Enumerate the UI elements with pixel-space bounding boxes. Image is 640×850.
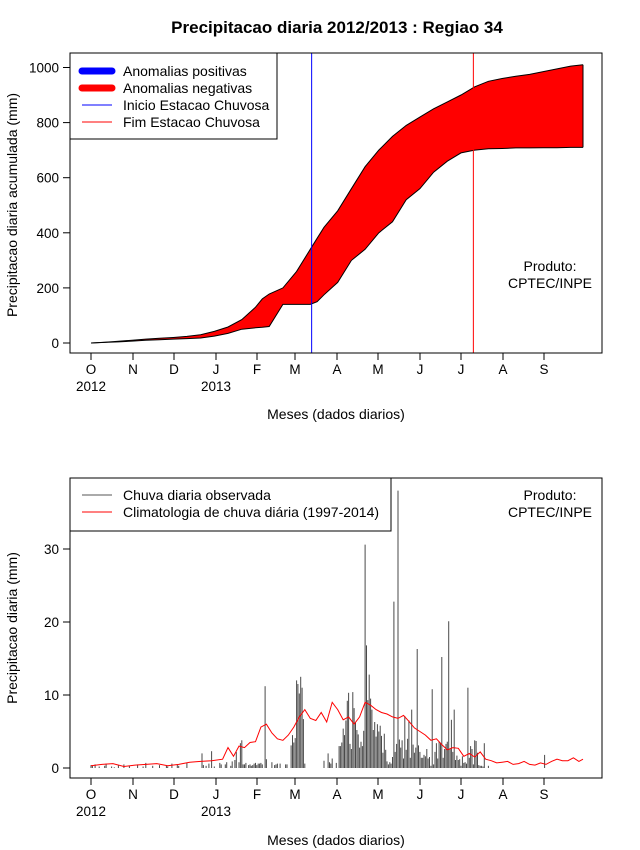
bottom-product-source: CPTEC/INPE	[508, 504, 592, 520]
y-tick-label-1000: 1000	[29, 61, 59, 76]
x-tick-label-5: M	[289, 787, 300, 802]
x-tick-label-8: J	[417, 362, 424, 377]
bottom-x-axis-label: Meses (dados diarios)	[267, 832, 405, 848]
bottom-x-axis: O N D J F M A M J J A S 2012 2013	[76, 777, 549, 819]
x-tick-label-4: F	[253, 362, 261, 377]
x-tick-label-3: J	[213, 362, 220, 377]
x-year-label-2012: 2012	[76, 379, 106, 394]
bottom-product-label: Produto:	[524, 487, 577, 503]
legend-label-fim-estacao: Fim Estacao Chuvosa	[123, 114, 260, 130]
anomalia-negativa-area	[91, 64, 583, 343]
top-x-axis: O N D J F M A M J J A S 2012 2013	[76, 352, 549, 394]
top-y-axis: 0 200 400 600 800 1000	[29, 61, 71, 351]
x-year-label-2013: 2013	[201, 379, 231, 394]
y-tick-label-30: 30	[44, 542, 59, 557]
top-chart: Precipitacao diaria 2012/2013 : Regiao 3…	[4, 18, 603, 422]
y-tick-label-0: 0	[51, 336, 59, 351]
bottom-y-axis-label: Precipitacao diaria (mm)	[4, 552, 20, 704]
legend-label-inicio-estacao: Inicio Estacao Chuvosa	[123, 97, 270, 113]
x-tick-label-0: O	[86, 362, 97, 377]
y-tick-label-200: 200	[36, 281, 59, 296]
x-tick-label-10: A	[498, 787, 507, 802]
top-x-axis-label: Meses (dados diarios)	[267, 406, 405, 422]
x-tick-label-10: A	[498, 362, 507, 377]
top-legend: Anomalias positivas Anomalias negativas …	[69, 52, 278, 140]
chart-title: Precipitacao diaria 2012/2013 : Regiao 3…	[171, 18, 503, 37]
x-tick-label-6: A	[332, 362, 341, 377]
y-tick-label-10: 10	[44, 688, 59, 703]
bottom-legend: Chuva diaria observada Climatologia de c…	[69, 477, 392, 532]
x-year-label-2012: 2012	[76, 804, 106, 819]
legend-label-anomalias-negativas: Anomalias negativas	[123, 80, 252, 96]
x-tick-label-9: J	[458, 362, 465, 377]
climatologia-diaria-line	[90, 701, 584, 768]
legend-label-climatologia: Climatologia de chuva diária (1997-2014)	[123, 504, 379, 520]
x-tick-label-4: F	[253, 787, 261, 802]
x-tick-label-11: S	[539, 362, 548, 377]
x-year-label-2013: 2013	[201, 804, 231, 819]
top-product-label: Produto:	[524, 258, 577, 274]
observado-acumulado-line	[90, 146, 583, 344]
y-tick-label-400: 400	[36, 226, 59, 241]
bottom-series-group	[90, 490, 584, 768]
x-tick-label-11: S	[539, 787, 548, 802]
x-tick-label-2: D	[169, 787, 179, 802]
legend-label-anomalias-positivas: Anomalias positivas	[123, 63, 247, 79]
y-tick-label-0: 0	[51, 761, 59, 776]
bottom-chart: 0 10 20 30 O N D J F M A M J J A S 2012 2013 Meses (dado…	[4, 477, 603, 848]
bottom-legend-box	[69, 477, 392, 532]
x-tick-label-8: J	[417, 787, 424, 802]
x-tick-label-5: M	[289, 362, 300, 377]
y-tick-label-600: 600	[36, 171, 59, 186]
x-tick-label-3: J	[213, 787, 220, 802]
x-tick-label-1: N	[128, 362, 138, 377]
x-tick-label-7: M	[372, 362, 383, 377]
legend-label-chuva-observada: Chuva diaria observada	[123, 487, 271, 503]
x-tick-label-0: O	[86, 787, 97, 802]
x-tick-label-6: A	[332, 787, 341, 802]
y-tick-label-800: 800	[36, 116, 59, 131]
top-product-source: CPTEC/INPE	[508, 275, 592, 291]
top-legend-box	[69, 52, 278, 140]
top-y-axis-label: Precipitacao diaria acumulada (mm)	[4, 93, 20, 317]
x-tick-label-7: M	[372, 787, 383, 802]
y-tick-label-20: 20	[44, 615, 59, 630]
climatologia-acumulada-line	[90, 64, 584, 344]
x-tick-label-1: N	[128, 787, 138, 802]
bottom-y-axis: 0 10 20 30	[44, 542, 71, 776]
x-tick-label-9: J	[458, 787, 465, 802]
x-tick-label-2: D	[169, 362, 179, 377]
top-series-group	[90, 53, 584, 353]
